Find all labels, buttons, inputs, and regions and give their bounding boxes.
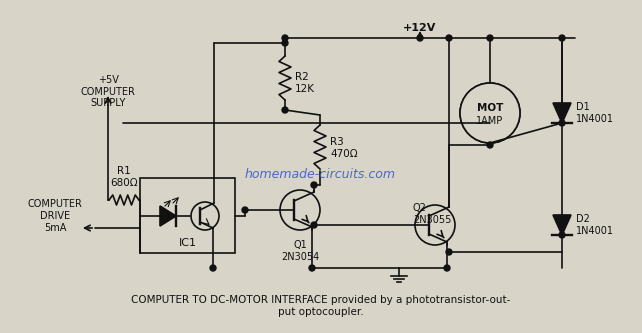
Circle shape — [210, 265, 216, 271]
Text: IC1: IC1 — [178, 238, 196, 248]
Text: R2
12K: R2 12K — [295, 72, 315, 94]
Circle shape — [446, 35, 452, 41]
Circle shape — [446, 249, 452, 255]
Circle shape — [487, 35, 493, 41]
Text: Q2
2N3055: Q2 2N3055 — [413, 203, 451, 224]
Polygon shape — [553, 215, 571, 235]
Circle shape — [487, 142, 493, 148]
Circle shape — [242, 207, 248, 213]
Polygon shape — [160, 206, 176, 226]
Text: D1
1N4001: D1 1N4001 — [576, 102, 614, 124]
Polygon shape — [553, 103, 571, 123]
Text: +5V
COMPUTER
SUPPLY: +5V COMPUTER SUPPLY — [80, 75, 135, 108]
Text: D2
1N4001: D2 1N4001 — [576, 214, 614, 236]
Circle shape — [311, 222, 317, 228]
Text: R3
470Ω: R3 470Ω — [330, 137, 358, 159]
Circle shape — [460, 83, 520, 143]
Text: 1AMP: 1AMP — [476, 116, 503, 126]
Text: +12V: +12V — [403, 23, 437, 33]
Circle shape — [444, 265, 450, 271]
Circle shape — [309, 265, 315, 271]
Circle shape — [282, 40, 288, 46]
Circle shape — [559, 35, 565, 41]
Circle shape — [282, 35, 288, 41]
Text: COMPUTER
DRIVE
5mA: COMPUTER DRIVE 5mA — [28, 199, 82, 232]
Circle shape — [559, 232, 565, 238]
Text: R1
680Ω: R1 680Ω — [110, 166, 138, 188]
Text: Q1
2N3054: Q1 2N3054 — [281, 240, 319, 262]
Text: COMPUTER TO DC-MOTOR INTERFACE provided by a phototransistor-out-
put optocouple: COMPUTER TO DC-MOTOR INTERFACE provided … — [132, 295, 510, 317]
Circle shape — [282, 107, 288, 113]
Circle shape — [559, 120, 565, 126]
Circle shape — [311, 182, 317, 188]
Text: MOT: MOT — [477, 103, 503, 113]
Circle shape — [417, 35, 423, 41]
Text: homemade-circuits.com: homemade-circuits.com — [245, 168, 395, 181]
